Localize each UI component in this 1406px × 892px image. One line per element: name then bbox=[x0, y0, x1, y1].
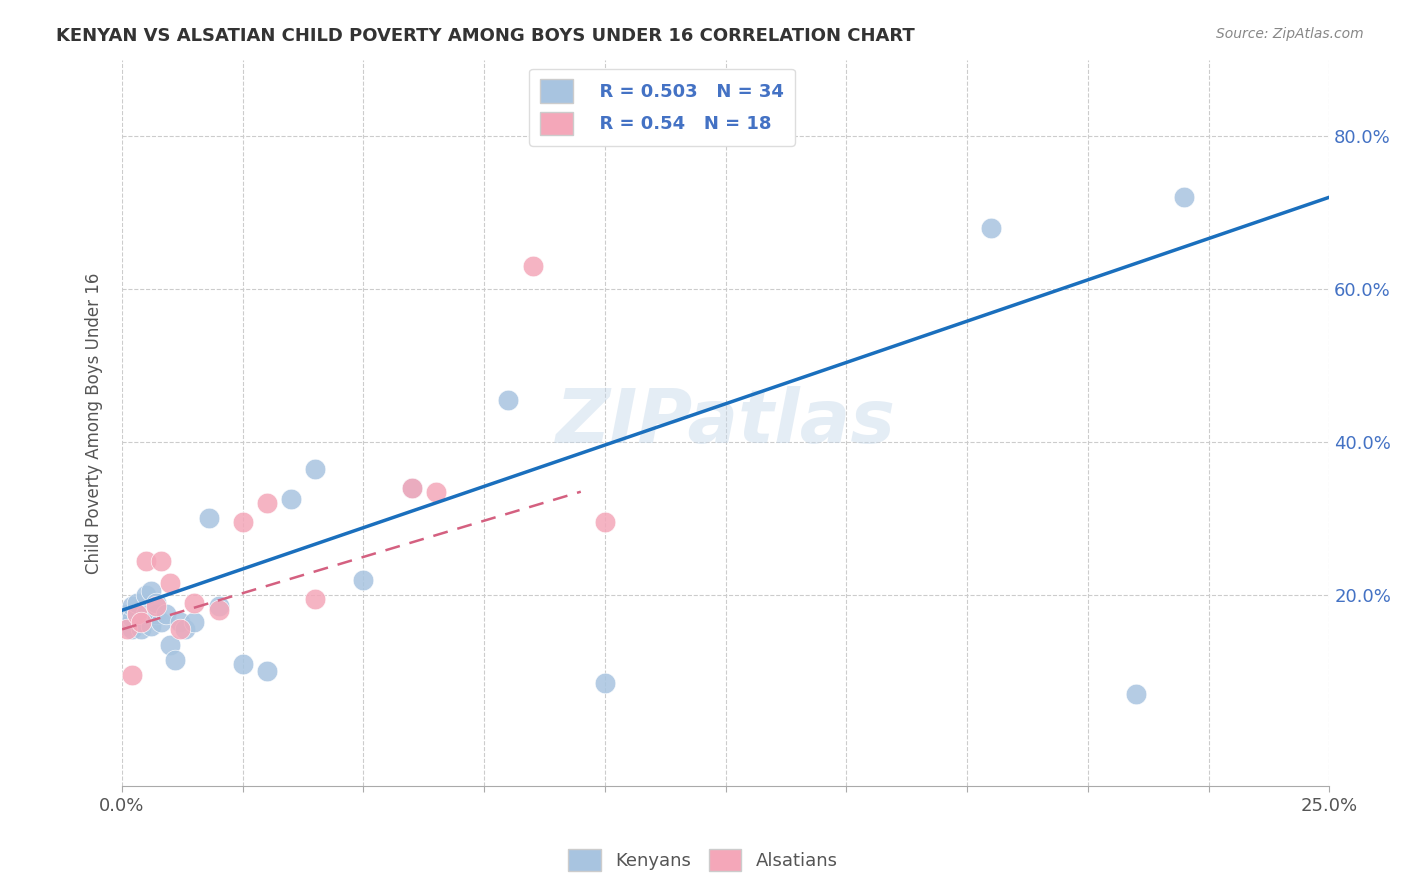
Point bbox=[593, 676, 616, 690]
Point bbox=[169, 623, 191, 637]
Point bbox=[131, 615, 153, 629]
Legend:   R = 0.503   N = 34,   R = 0.54   N = 18: R = 0.503 N = 34, R = 0.54 N = 18 bbox=[530, 69, 794, 145]
Point bbox=[135, 588, 157, 602]
Point bbox=[256, 496, 278, 510]
Point bbox=[155, 607, 177, 621]
Point bbox=[353, 573, 375, 587]
Point bbox=[256, 665, 278, 679]
Point bbox=[304, 462, 326, 476]
Point bbox=[159, 638, 181, 652]
Text: Source: ZipAtlas.com: Source: ZipAtlas.com bbox=[1216, 27, 1364, 41]
Legend: Kenyans, Alsatians: Kenyans, Alsatians bbox=[561, 842, 845, 879]
Point bbox=[115, 623, 138, 637]
Point bbox=[169, 615, 191, 629]
Point bbox=[131, 623, 153, 637]
Point bbox=[232, 516, 254, 530]
Text: ZIPatlas: ZIPatlas bbox=[555, 386, 896, 459]
Point bbox=[135, 607, 157, 621]
Text: KENYAN VS ALSATIAN CHILD POVERTY AMONG BOYS UNDER 16 CORRELATION CHART: KENYAN VS ALSATIAN CHILD POVERTY AMONG B… bbox=[56, 27, 915, 45]
Point bbox=[139, 584, 162, 599]
Point bbox=[280, 492, 302, 507]
Point bbox=[125, 607, 148, 621]
Y-axis label: Child Poverty Among Boys Under 16: Child Poverty Among Boys Under 16 bbox=[86, 272, 103, 574]
Point bbox=[1125, 687, 1147, 701]
Point bbox=[125, 596, 148, 610]
Point bbox=[149, 553, 172, 567]
Point bbox=[121, 623, 143, 637]
Point bbox=[149, 615, 172, 629]
Point bbox=[183, 615, 205, 629]
Point bbox=[173, 623, 195, 637]
Point bbox=[207, 599, 229, 614]
Point bbox=[498, 392, 520, 407]
Point bbox=[139, 618, 162, 632]
Point bbox=[115, 618, 138, 632]
Point bbox=[401, 481, 423, 495]
Point bbox=[145, 596, 167, 610]
Point bbox=[159, 576, 181, 591]
Point bbox=[304, 591, 326, 606]
Point bbox=[207, 603, 229, 617]
Point bbox=[183, 596, 205, 610]
Point bbox=[165, 653, 187, 667]
Point bbox=[121, 599, 143, 614]
Point bbox=[522, 259, 544, 273]
Point bbox=[593, 516, 616, 530]
Point bbox=[1173, 190, 1195, 204]
Point bbox=[115, 607, 138, 621]
Point bbox=[198, 511, 221, 525]
Point bbox=[425, 484, 447, 499]
Point bbox=[145, 607, 167, 621]
Point bbox=[980, 220, 1002, 235]
Point bbox=[135, 553, 157, 567]
Point bbox=[121, 668, 143, 682]
Point bbox=[121, 611, 143, 625]
Point bbox=[125, 607, 148, 621]
Point bbox=[401, 481, 423, 495]
Point bbox=[232, 657, 254, 671]
Point bbox=[145, 599, 167, 614]
